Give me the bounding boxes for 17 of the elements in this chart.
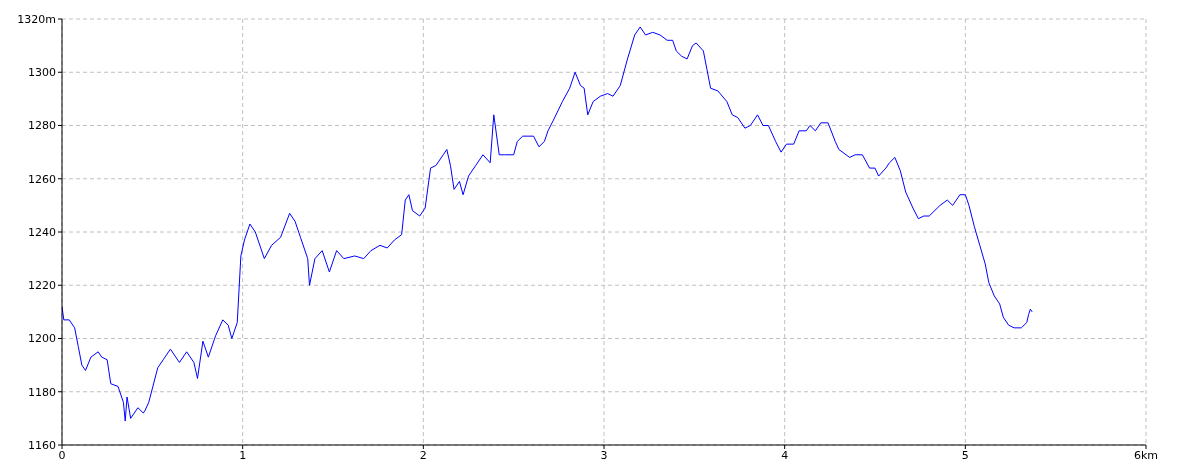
line-series	[62, 26, 1033, 422]
y-tick-label: 1200	[28, 332, 56, 346]
x-tick-label: 3	[600, 448, 608, 462]
y-tick-label: 1160	[28, 438, 56, 452]
y-tick-label: 1280	[28, 119, 56, 133]
y-tick-label: 1260	[28, 172, 56, 186]
x-tick-label: 0	[58, 448, 66, 462]
y-tick-label: 1320m	[17, 12, 56, 26]
x-tick-label: 1	[239, 448, 247, 462]
x-tick-label: 5	[961, 448, 969, 462]
y-tick-label: 1220	[28, 279, 56, 293]
y-tick-label: 1240	[28, 225, 56, 239]
x-tick-label: 4	[781, 448, 789, 462]
y-tick-label: 1180	[28, 385, 56, 399]
x-tick-label: 2	[419, 448, 427, 462]
x-tick-label: 6km	[1133, 448, 1159, 462]
y-tick-label: 1300	[28, 66, 56, 80]
